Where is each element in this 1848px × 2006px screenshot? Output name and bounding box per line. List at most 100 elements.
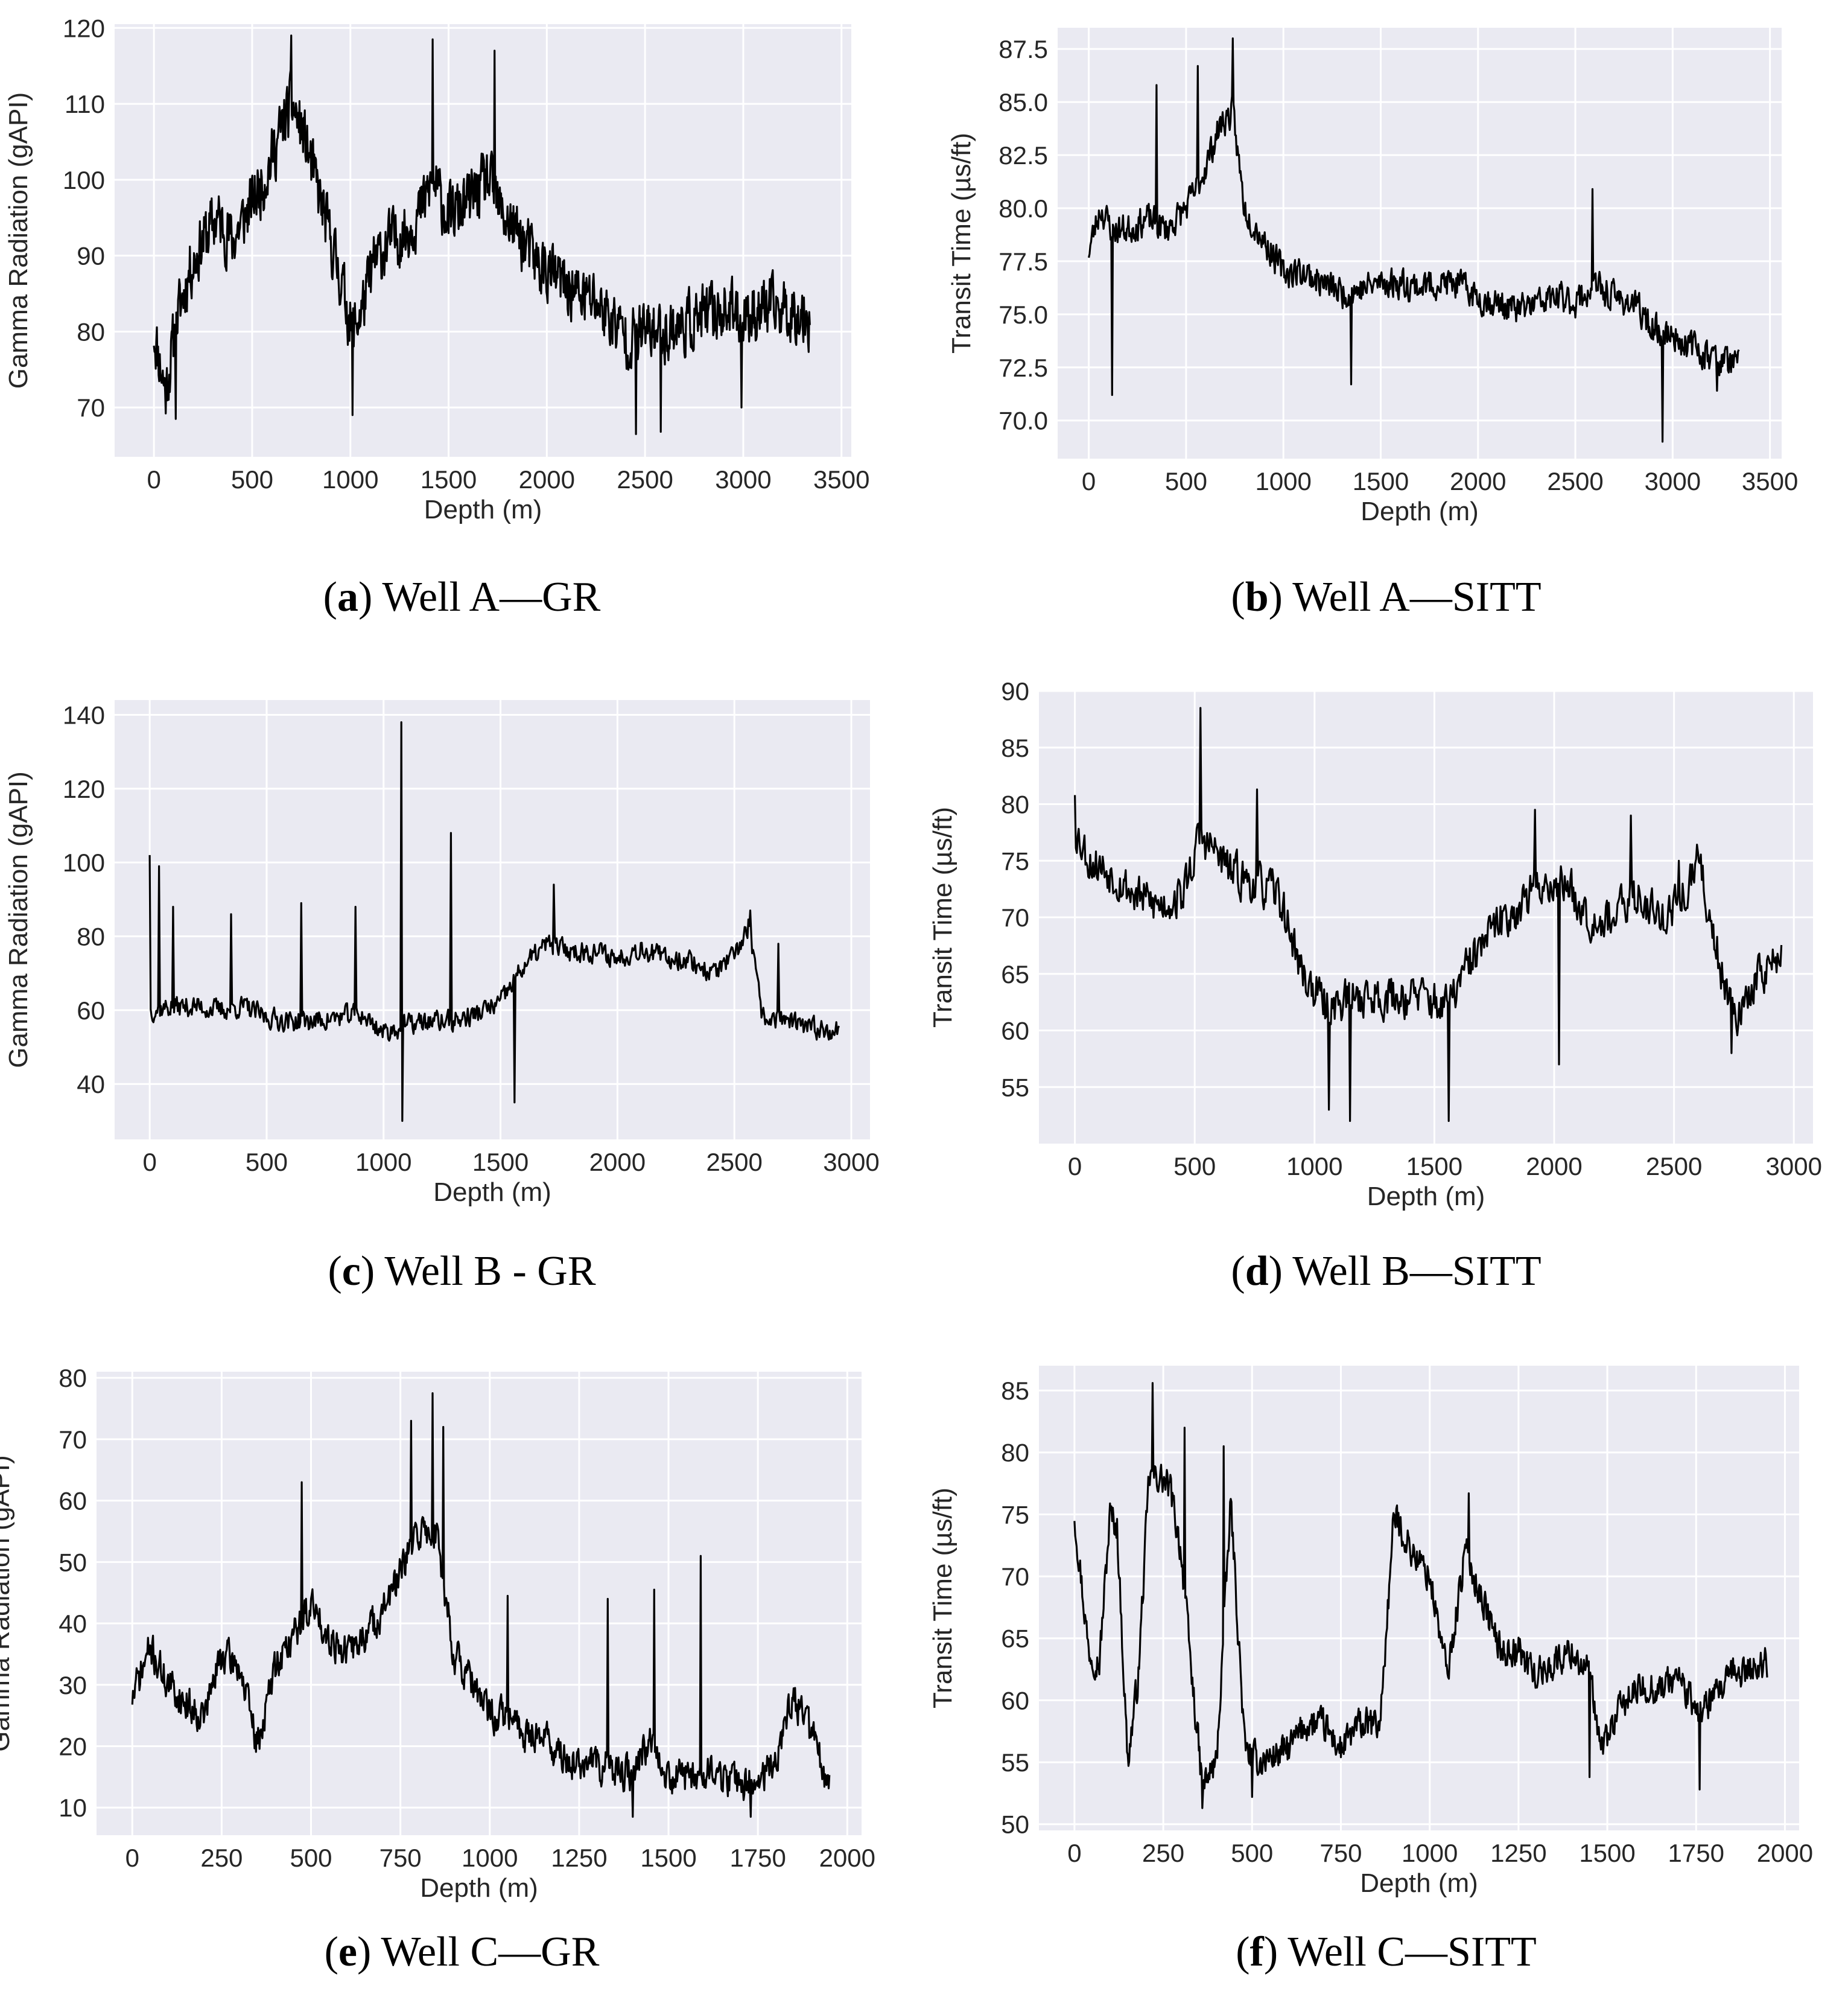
y-tick-label: 70 bbox=[1001, 903, 1029, 932]
x-tick-label: 1000 bbox=[1255, 467, 1311, 495]
y-tick-label: 77.5 bbox=[999, 247, 1048, 276]
y-tick-label: 72.5 bbox=[999, 354, 1048, 382]
x-tick-label: 3500 bbox=[813, 465, 869, 494]
x-tick-label: 0 bbox=[1067, 1839, 1081, 1867]
x-tick-label: 0 bbox=[125, 1844, 139, 1872]
chart-svg-e: 0 250 500 750 1000 1250 1500 1750 2000 10 20 30 40 50… bbox=[0, 1364, 875, 1903]
x-tick-label: 500 bbox=[290, 1844, 332, 1872]
x-tick-label: 2500 bbox=[617, 465, 673, 494]
caption-letter: f bbox=[1249, 1929, 1264, 1975]
x-tick-label: 0 bbox=[147, 465, 160, 494]
y-tick-label: 80.0 bbox=[999, 194, 1048, 223]
x-tick-label: 2000 bbox=[589, 1148, 646, 1176]
x-tick-label: 1500 bbox=[472, 1148, 529, 1176]
x-tick-label: 3000 bbox=[1645, 467, 1701, 495]
x-tick-label: 1750 bbox=[1668, 1839, 1724, 1867]
caption-b: (b) Well A—SITT bbox=[1231, 574, 1542, 620]
y-tick-label: 70 bbox=[59, 1425, 87, 1454]
chart-panel-f: 0 250 500 750 1000 1250 1500 1750 2000 50 55 60 65 70… bbox=[924, 1351, 1848, 1951]
y-tick-label: 80 bbox=[77, 317, 105, 346]
x-tick-label: 1000 bbox=[355, 1148, 411, 1176]
y-tick-label: 70.0 bbox=[999, 407, 1048, 435]
x-axis-label: Depth (m) bbox=[1360, 1868, 1478, 1898]
caption-letter: c bbox=[341, 1248, 361, 1294]
x-axis-label: Depth (m) bbox=[420, 1873, 538, 1903]
x-tick-label: 0 bbox=[1082, 467, 1096, 495]
x-tick-label: 2000 bbox=[1757, 1839, 1813, 1867]
y-axis-label: Transit Time (µs/ft) bbox=[947, 133, 976, 354]
chart-panel-d: 0 500 1000 1500 2000 2500 3000 55 60 65 70 75 80 85 90… bbox=[924, 677, 1848, 1264]
y-tick-label: 20 bbox=[59, 1733, 87, 1761]
x-axis-label: Depth (m) bbox=[424, 495, 542, 524]
caption-d: (d) Well B—SITT bbox=[1231, 1248, 1542, 1294]
x-tick-label: 2000 bbox=[819, 1844, 875, 1872]
x-tick-label: 750 bbox=[379, 1844, 422, 1872]
chart-panel-c: 0 500 1000 1500 2000 2500 3000 40 60 80 100 120 140 D… bbox=[0, 679, 924, 1260]
chart-svg-b: 0 500 1000 1500 2000 2500 3000 3500 70.0 72.5 75.0… bbox=[947, 28, 1798, 526]
y-tick-label: 10 bbox=[59, 1794, 87, 1822]
chart-svg-a: 0 500 1000 1500 2000 2500 3000 3500 70 80 90 100 110… bbox=[4, 14, 869, 524]
caption-text: Well B - GR bbox=[384, 1248, 596, 1294]
chart-panel-a: 0 500 1000 1500 2000 2500 3000 3500 70 80 90 100 110… bbox=[0, 0, 924, 578]
x-tick-label: 500 bbox=[1231, 1839, 1273, 1867]
x-tick-label: 2500 bbox=[1646, 1152, 1702, 1180]
x-axis-label: Depth (m) bbox=[433, 1177, 551, 1207]
chart-svg-c: 0 500 1000 1500 2000 2500 3000 40 60 80 100 120 140 D… bbox=[4, 700, 880, 1207]
x-tick-label: 500 bbox=[246, 1148, 288, 1176]
x-tick-label: 1250 bbox=[551, 1844, 607, 1872]
y-axis-label: Transit Time (µs/ft) bbox=[928, 807, 957, 1028]
y-tick-label: 90 bbox=[1001, 677, 1029, 705]
y-tick-label: 85.0 bbox=[999, 88, 1048, 116]
caption-a: (a) Well A—GR bbox=[323, 574, 601, 620]
x-axis-label: Depth (m) bbox=[1367, 1182, 1485, 1211]
y-tick-label: 65 bbox=[1001, 1625, 1029, 1653]
series-line-b bbox=[1088, 37, 1740, 443]
y-tick-label: 70 bbox=[1001, 1562, 1029, 1591]
plot-area bbox=[1039, 1366, 1799, 1830]
y-tick-label: 75 bbox=[1001, 847, 1029, 875]
y-tick-label: 120 bbox=[63, 14, 105, 42]
y-tick-label: 60 bbox=[77, 996, 105, 1025]
caption-letter: a bbox=[337, 574, 358, 620]
x-tick-label: 1500 bbox=[1579, 1839, 1635, 1867]
x-tick-label: 250 bbox=[1142, 1839, 1184, 1867]
plot-area bbox=[115, 700, 870, 1139]
y-tick-label: 60 bbox=[59, 1487, 87, 1515]
x-tick-label: 3500 bbox=[1742, 467, 1798, 495]
x-tick-label: 0 bbox=[1068, 1152, 1082, 1180]
y-tick-label: 80 bbox=[1001, 1439, 1029, 1467]
x-tick-label: 0 bbox=[142, 1148, 156, 1176]
y-tick-label: 70 bbox=[77, 393, 105, 422]
plot-area bbox=[1058, 28, 1782, 459]
series-line-e bbox=[131, 1392, 831, 1818]
caption-text: Well A—GR bbox=[382, 574, 601, 620]
caption-text: Well C—GR bbox=[381, 1929, 600, 1975]
y-tick-label: 60 bbox=[1001, 1686, 1029, 1715]
y-tick-label: 120 bbox=[63, 775, 105, 803]
y-axis-label: Gamma Radiation (gAPI) bbox=[0, 1455, 15, 1752]
x-tick-label: 3000 bbox=[823, 1148, 879, 1176]
x-tick-label: 1500 bbox=[1406, 1152, 1462, 1180]
y-tick-label: 55 bbox=[1001, 1073, 1029, 1101]
x-tick-label: 3000 bbox=[715, 465, 771, 494]
x-tick-label: 1000 bbox=[462, 1844, 518, 1872]
x-tick-label: 750 bbox=[1319, 1839, 1362, 1867]
y-tick-label: 75 bbox=[1001, 1500, 1029, 1529]
x-tick-label: 1500 bbox=[1353, 467, 1409, 495]
y-tick-label: 50 bbox=[1001, 1810, 1029, 1839]
x-axis-label: Depth (m) bbox=[1361, 497, 1479, 526]
y-tick-label: 100 bbox=[63, 166, 105, 194]
chart-panel-b: 0 500 1000 1500 2000 2500 3000 3500 70.0 72.5 75.0… bbox=[924, 0, 1848, 579]
x-tick-label: 2000 bbox=[519, 465, 575, 494]
x-tick-label: 1000 bbox=[322, 465, 378, 494]
x-tick-label: 1750 bbox=[729, 1844, 786, 1872]
caption-letter: b bbox=[1245, 574, 1269, 620]
y-axis-label: Transit Time (µs/ft) bbox=[928, 1488, 957, 1708]
plot-area bbox=[97, 1372, 862, 1835]
y-tick-label: 55 bbox=[1001, 1748, 1029, 1777]
x-tick-label: 1500 bbox=[640, 1844, 696, 1872]
plot-area bbox=[115, 24, 851, 457]
y-tick-label: 40 bbox=[59, 1610, 87, 1638]
y-tick-label: 30 bbox=[59, 1671, 87, 1699]
